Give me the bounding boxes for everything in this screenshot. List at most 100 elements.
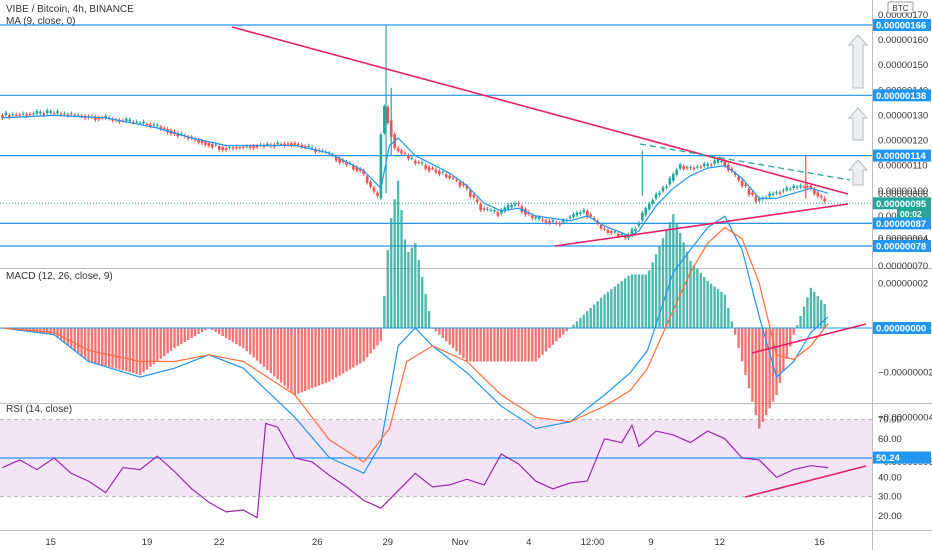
- macd-histogram-bar: [235, 328, 238, 345]
- macd-histogram-bar: [623, 278, 627, 328]
- candle-body: [420, 162, 424, 164]
- macd-histogram-bar: [276, 328, 279, 380]
- candle-body: [231, 147, 235, 149]
- macd-histogram-bar: [403, 239, 407, 328]
- macd-histogram-bar: [482, 328, 486, 362]
- candle-body: [42, 113, 46, 116]
- candle-body: [45, 110, 49, 114]
- candle-body: [771, 193, 775, 195]
- candle-body: [551, 220, 555, 222]
- candle-body: [338, 158, 341, 163]
- candle-body: [214, 144, 218, 146]
- horizontal-levels-layer[interactable]: [0, 24, 872, 459]
- candle-body: [634, 228, 637, 231]
- candle-body: [665, 186, 668, 188]
- candle-body: [407, 155, 410, 159]
- macd-histogram-bar: [500, 328, 503, 362]
- candle-body: [675, 169, 679, 175]
- macd-histogram-bar: [414, 243, 417, 328]
- macd-histogram-bar: [713, 286, 716, 328]
- macd-histogram-bar: [259, 328, 262, 364]
- candle-body: [28, 114, 32, 116]
- price-tick-label: 0.00000110: [878, 161, 928, 172]
- ma-legend[interactable]: MA (9, close, 0): [6, 16, 75, 27]
- macd-histogram-bar: [493, 328, 496, 362]
- macd-histogram-bar: [80, 328, 83, 357]
- price-tick-label: 0.00000070: [878, 261, 928, 272]
- macd-histogram-bar: [352, 328, 355, 368]
- candle-body: [152, 124, 156, 126]
- macd-histogram-bar: [451, 328, 455, 349]
- macd-histogram-bar: [610, 289, 613, 328]
- candle-body: [592, 217, 596, 220]
- candle-body: [654, 194, 658, 199]
- drawings-layer[interactable]: [231, 26, 869, 498]
- candle-body: [579, 212, 582, 214]
- macd-histogram-bar: [204, 328, 207, 331]
- ascending-trendline: [554, 203, 849, 247]
- candle-body: [455, 179, 458, 181]
- candle-body: [25, 114, 28, 116]
- candle-body: [228, 147, 231, 149]
- macd-histogram-bar: [63, 328, 66, 343]
- symbol-legend[interactable]: VIBE / Bitcoin, 4h, BINANCE: [6, 4, 134, 15]
- macd-histogram-bar: [70, 328, 73, 349]
- candle-body: [441, 171, 445, 173]
- macd-histogram-bar: [348, 328, 352, 370]
- macd-tick-label: 0.00000006: [878, 189, 928, 200]
- level-tag-bg: [873, 240, 931, 252]
- macd-histogram-bar: [424, 294, 427, 328]
- macd-histogram-bar: [101, 328, 104, 366]
- candle-body: [689, 167, 692, 169]
- macd-histogram-bar: [365, 328, 369, 358]
- macd-histogram-bar: [52, 328, 56, 335]
- candle-body: [52, 112, 56, 114]
- macd-histogram-bar: [118, 328, 121, 370]
- candle-body: [21, 113, 25, 115]
- candle-body: [658, 193, 661, 195]
- candle-body: [248, 146, 252, 148]
- macd-histogram-bar: [775, 328, 778, 395]
- macd-histogram-bar: [641, 274, 644, 328]
- macd-histogram-bar: [654, 254, 658, 328]
- candle-body: [97, 117, 101, 120]
- macd-histogram-bar: [820, 299, 823, 328]
- macd-histogram-bar: [390, 218, 393, 328]
- candle-body: [242, 146, 245, 148]
- candle-body: [32, 113, 35, 115]
- macd-histogram-bar: [513, 328, 517, 362]
- macd-histogram-bar: [83, 328, 87, 359]
- dashed-channel-line: [639, 143, 851, 181]
- macd-histogram-bar: [262, 328, 266, 367]
- candle-body: [369, 181, 372, 187]
- macd-histogram-bar: [396, 180, 400, 328]
- candle-body: [434, 169, 438, 173]
- time-tick-label: 22: [214, 537, 225, 548]
- candle-body: [128, 119, 132, 122]
- last-price-tag: 0.00000095: [876, 199, 927, 210]
- macd-histogram-bar: [221, 328, 224, 337]
- candle-body: [568, 217, 572, 219]
- level-tag-bg: [873, 89, 931, 102]
- macd-histogram-bar: [517, 328, 520, 362]
- candle-body: [524, 209, 527, 215]
- macd-histogram-bar: [138, 328, 142, 375]
- candle-body: [548, 221, 551, 223]
- macd-histogram-bar: [372, 328, 376, 350]
- candle-body: [575, 212, 579, 216]
- candle-body: [59, 113, 63, 115]
- candle-body: [682, 166, 685, 170]
- macd-histogram-bar: [754, 328, 758, 416]
- macd-legend[interactable]: MACD (12, 26, close, 9): [6, 271, 113, 282]
- candle-body: [778, 192, 782, 194]
- candle-body: [131, 121, 135, 123]
- rsi-legend[interactable]: RSI (14, close): [6, 404, 72, 415]
- candle-body: [506, 204, 510, 210]
- macd-histogram-bar: [627, 275, 630, 328]
- candle-body: [372, 187, 376, 192]
- macd-histogram-bar: [506, 328, 510, 362]
- candle-body: [555, 222, 558, 224]
- candle-body: [448, 175, 451, 179]
- candle-body: [396, 148, 400, 151]
